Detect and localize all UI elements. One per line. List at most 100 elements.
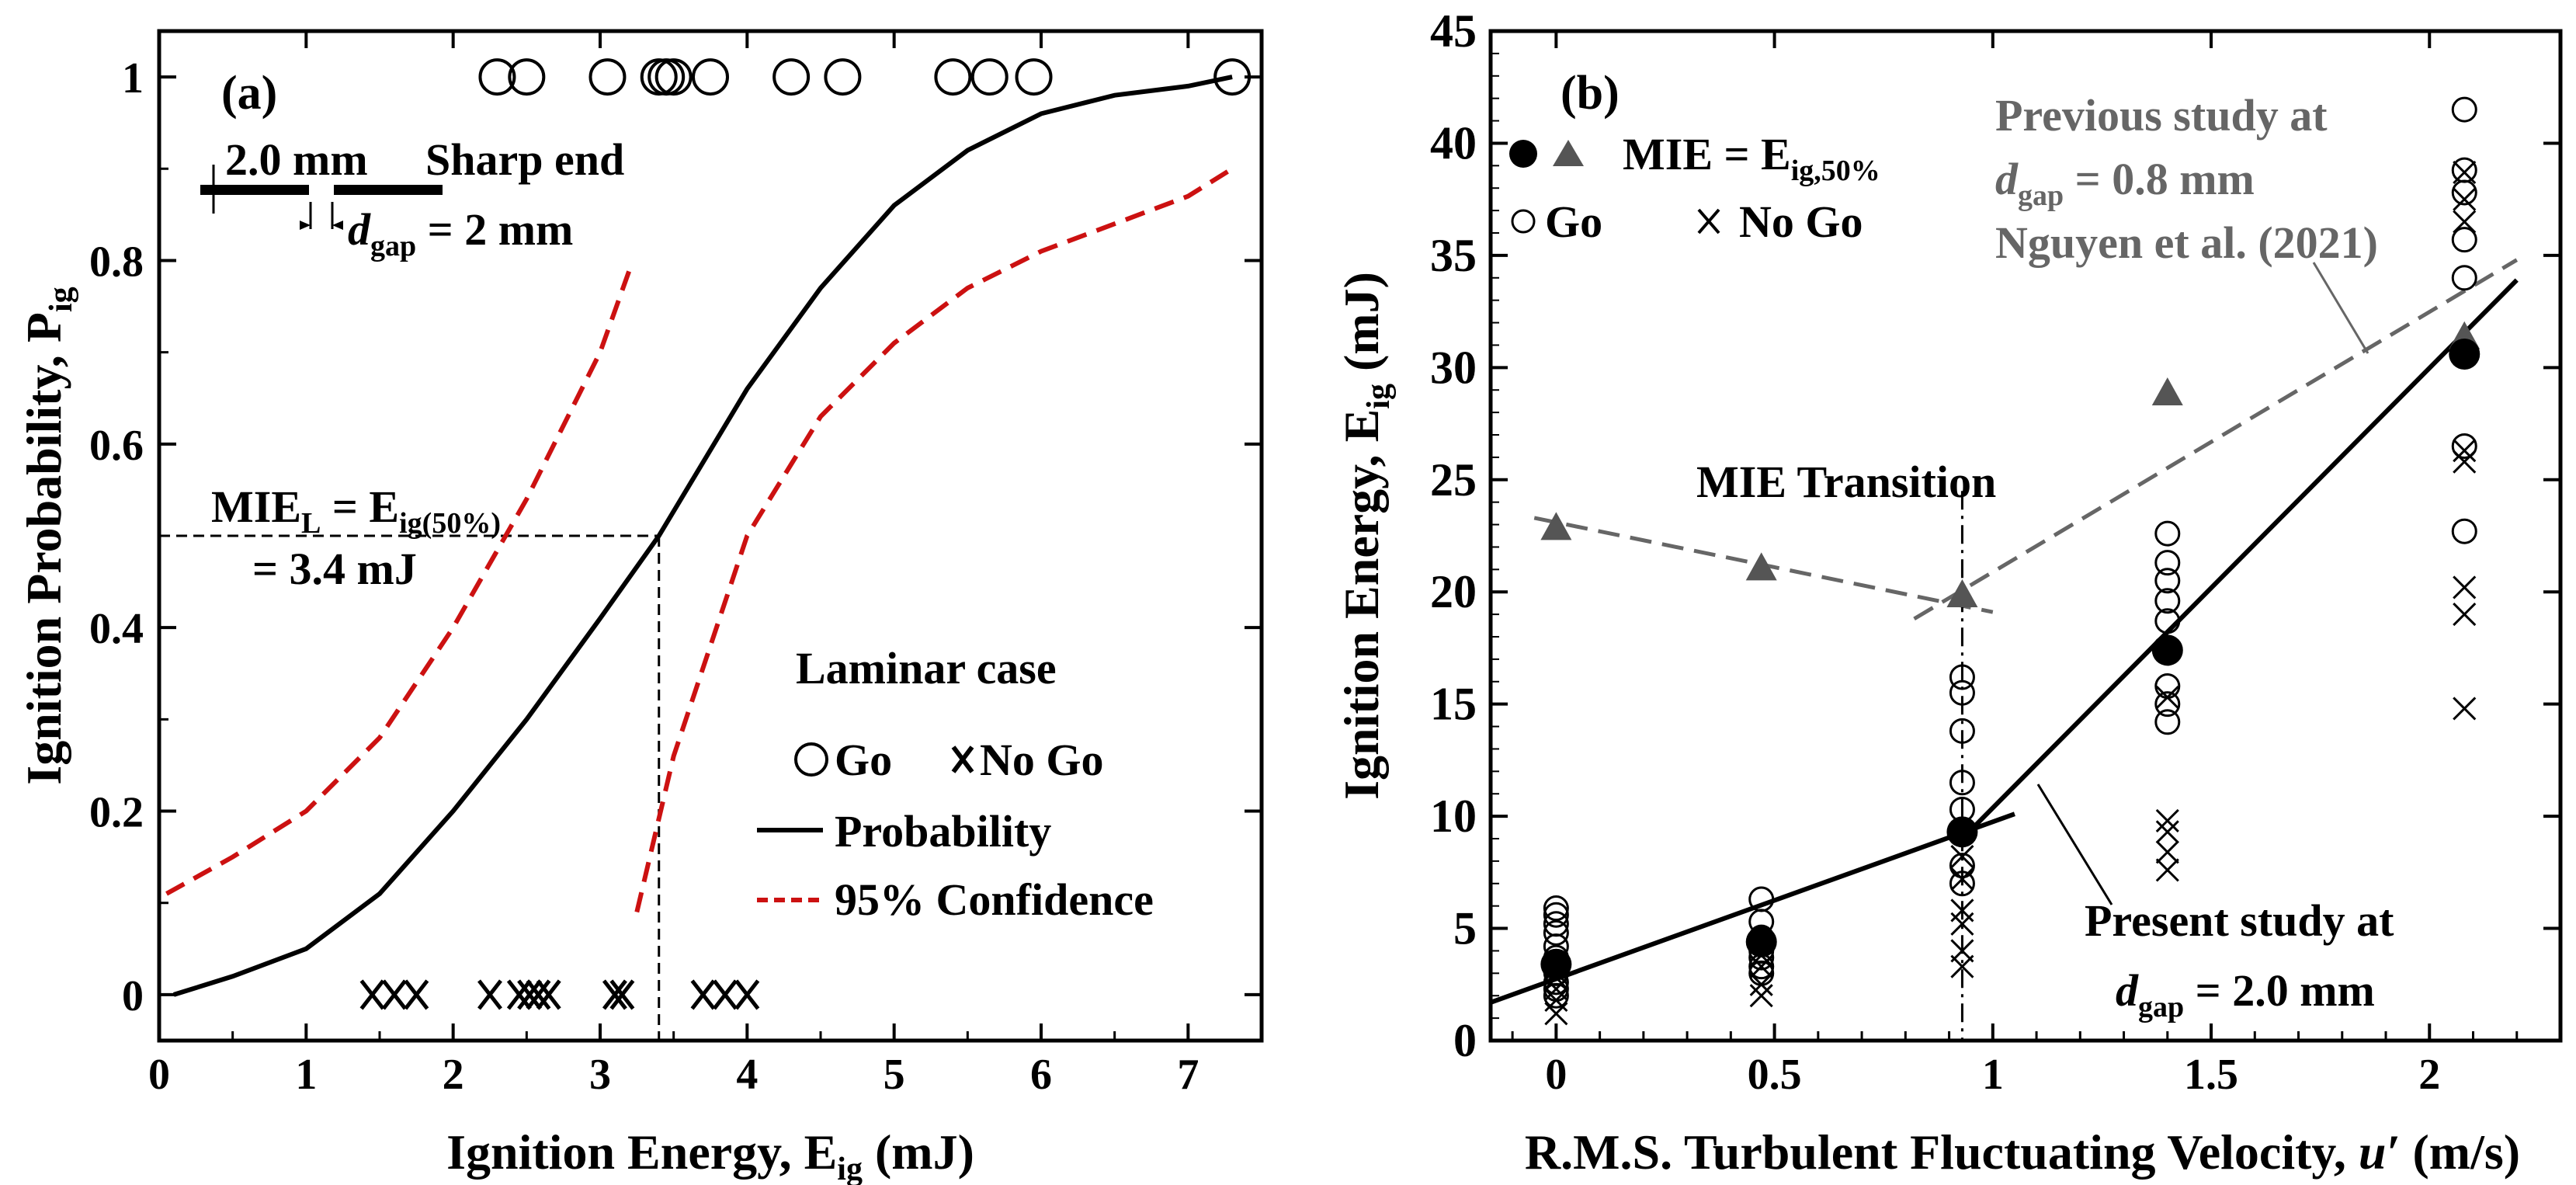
confidence-lower-curve (165, 269, 632, 896)
panel-b-x-axis-label: R.M.S. Turbulent Fluctuating Velocity, u… (1525, 1124, 2520, 1180)
legend-go-label: Go (835, 735, 892, 785)
previous-fit-high (1913, 258, 2519, 621)
nogo-marker (734, 979, 760, 1010)
legend-mie-present-icon (1509, 140, 1537, 168)
go-marker (1949, 770, 1975, 796)
nogo-marker (712, 979, 738, 1010)
panel-a-y-axis-label: Ignition Probability, Pig (16, 287, 79, 784)
previous-study-line2: dgap = 0.8 mm (1995, 154, 2255, 212)
panel-a-go-markers (478, 58, 1252, 96)
y-tick-label: 5 (1453, 903, 1477, 954)
nogo-marker (609, 979, 635, 1010)
nogo-marker (1950, 845, 1974, 869)
panel-a-legend: Laminar case Go No Go Probability 95% Co… (757, 643, 1154, 925)
go-marker (1949, 679, 1975, 706)
go-marker (1543, 911, 1569, 937)
go-marker (2154, 550, 2181, 576)
mie-present-marker (1745, 926, 1777, 957)
x-tick-label: 5 (884, 1051, 905, 1099)
gap-arrow-right (332, 221, 343, 230)
present-study-line1: Present study at (2085, 895, 2394, 946)
legend-confidence-label: 95% Confidence (835, 874, 1154, 925)
electrode-left (200, 185, 309, 195)
go-marker (2154, 608, 2181, 634)
go-marker (647, 58, 686, 96)
go-marker (2451, 265, 2477, 291)
nogo-marker (526, 979, 551, 1010)
x-tick-label: 2 (2418, 1051, 2440, 1099)
y-tick-label: 15 (1430, 679, 1477, 730)
mie-present-marker (2449, 339, 2481, 370)
legend-nogo-icon-b (1697, 208, 1720, 235)
y-tick-label: 45 (1430, 5, 1477, 57)
panel-b-mie-markers (1540, 321, 2481, 980)
nogo-marker (1749, 984, 1773, 1008)
legend-nogo-icon (951, 745, 974, 773)
nogo-marker (1950, 939, 1974, 963)
previous-study-line3: Nguyen et al. (2021) (1995, 217, 2378, 268)
nogo-marker (536, 979, 561, 1010)
sharp-end-label: Sharp end (425, 134, 624, 185)
present-fit-high (1960, 278, 2519, 841)
y-tick-label: 0.2 (89, 789, 144, 837)
nogo-marker (602, 979, 627, 1010)
electrode-length-label: 2.0 mm (225, 134, 368, 185)
mie-previous-marker (2151, 377, 2183, 405)
panel-a-label: (a) (221, 67, 277, 120)
nogo-marker (1950, 867, 1974, 891)
panel-b-label: (b) (1561, 67, 1620, 120)
mie-previous-marker (1745, 552, 1777, 581)
go-marker (2451, 157, 2477, 183)
gap-label: dgap = 2 mm (348, 204, 573, 262)
previous-study-line1: Previous study at (1995, 90, 2328, 141)
panel-a-ticks: 0 1 2 3 4 5 6 7 0 0.2 0.4 0.6 0.8 1 (89, 31, 1262, 1099)
legend-go-icon (794, 742, 828, 777)
x-tick-label: 0.5 (1748, 1051, 1802, 1099)
x-tick-label: 6 (1030, 1051, 1052, 1099)
nogo-marker (2155, 858, 2179, 882)
go-marker (934, 58, 972, 96)
nogo-marker (381, 979, 407, 1010)
panel-a-probability-curve (173, 75, 1233, 997)
legend-go-label-b: Go (1545, 196, 1602, 247)
panel-b-legend: MIE = Eig,50% Go No Go (1509, 129, 1880, 247)
go-marker (1949, 871, 1975, 897)
go-marker (1949, 664, 1975, 690)
mie-present-marker (1540, 948, 1572, 980)
panel-a-mie-guides (159, 534, 661, 1041)
x-tick-label: 0 (1545, 1051, 1567, 1099)
probability-curve (173, 75, 1233, 997)
go-marker (692, 58, 729, 96)
go-marker (2451, 227, 2477, 253)
panel-a-x-axis-label: Ignition Energy, Eig (mJ) (446, 1124, 974, 1185)
nogo-marker (2155, 808, 2179, 832)
panel-a-confidence-curves (165, 166, 1234, 913)
nogo-marker (2453, 439, 2477, 463)
electrode-inset: 2.0 mm Sharp end dgap = 2 mm (200, 134, 624, 262)
x-tick-label: 7 (1177, 1051, 1199, 1099)
nogo-marker (517, 979, 543, 1010)
mie-present-marker (1946, 816, 1978, 848)
legend-mie-label: MIE = Eig,50% (1623, 129, 1880, 187)
nogo-marker (2453, 697, 2477, 721)
go-marker (2154, 588, 2181, 614)
legend-probability-label: Probability (835, 806, 1051, 857)
nogo-marker (2155, 820, 2179, 844)
go-marker (1949, 853, 1975, 879)
previous-study-leader (2312, 262, 2369, 354)
go-marker (2451, 433, 2477, 459)
y-tick-label: 35 (1430, 230, 1477, 281)
x-tick-label: 1.5 (2184, 1051, 2238, 1099)
y-tick-label: 0 (1453, 1015, 1477, 1066)
nogo-marker (1950, 898, 1974, 923)
mie-previous-marker (1540, 512, 1572, 540)
gap-arrow-left (300, 221, 311, 230)
go-marker (772, 58, 811, 96)
go-marker (1015, 58, 1053, 96)
x-tick-label: 3 (589, 1051, 611, 1099)
go-marker (2154, 520, 2181, 547)
y-tick-label: 0.8 (89, 238, 144, 286)
go-marker (1213, 58, 1252, 96)
